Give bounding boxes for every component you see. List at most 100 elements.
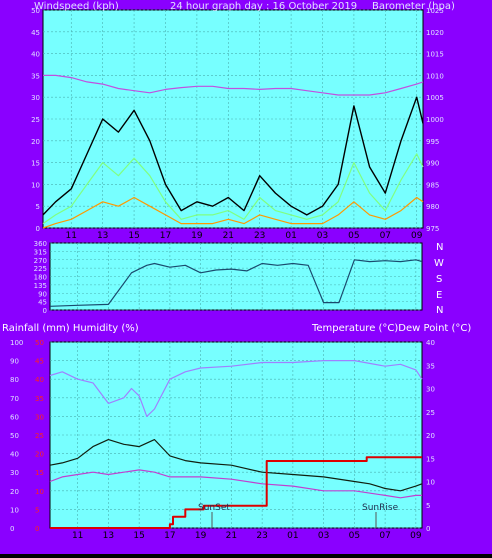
left-tick-0-2: 10 [31, 181, 40, 189]
x-tick-0-6: 23 [254, 231, 265, 241]
rain-tick-7: 35 [35, 395, 44, 403]
left-tick-1-4: 180 [34, 274, 47, 282]
right-tick-2-5: 25 [426, 409, 435, 417]
right-tick-2-0: 0 [426, 525, 430, 533]
compass-w: W [434, 258, 444, 269]
x-tick-2-6: 23 [256, 531, 267, 541]
right-tick-0-10: 1025 [426, 7, 444, 15]
rain-tick-9: 45 [35, 358, 44, 366]
left-tick-1-0: 0 [43, 307, 47, 315]
left-tick-1-6: 270 [34, 257, 47, 265]
right-tick-0-7: 1010 [426, 72, 444, 80]
rain-tick-0: 0 [35, 525, 39, 533]
rain-tick-2: 10 [35, 488, 44, 496]
x-tick-0-5: 21 [223, 231, 234, 241]
rain-line [50, 456, 422, 529]
rain-tick-3: 15 [35, 469, 44, 477]
x-tick-2-4: 19 [195, 531, 207, 541]
compass-n-top: N [436, 242, 443, 253]
wind-title: Windspeed (kph) [34, 1, 119, 12]
rain-tick-4: 20 [35, 451, 44, 459]
left-tick-2-4: 40 [10, 451, 19, 459]
x-tick-0-11: 09 [411, 231, 423, 241]
compass-n-bottom: N [436, 305, 443, 316]
right-tick-2-8: 40 [426, 339, 435, 347]
left-tick-1-2: 90 [38, 290, 47, 298]
x-tick-2-5: 21 [226, 531, 237, 541]
right-tick-2-4: 20 [426, 432, 435, 440]
right-tick-0-5: 1000 [426, 116, 444, 124]
compass-e: E [436, 290, 442, 301]
left-tick-2-1: 10 [10, 506, 19, 514]
left-tick-2-8: 80 [10, 376, 19, 384]
sunrise-label: SunRise [362, 503, 399, 513]
x-tick-0-8: 03 [317, 231, 328, 241]
right-tick-0-9: 1020 [426, 29, 444, 37]
left-tick-0-0: 0 [36, 225, 40, 233]
right-tick-0-0: 975 [426, 225, 439, 233]
left-tick-2-3: 30 [10, 469, 19, 477]
right-tick-2-2: 10 [426, 479, 435, 487]
x-tick-2-0: 11 [72, 531, 83, 541]
rain-tick-5: 25 [35, 432, 44, 440]
rain-tick-6: 30 [35, 413, 44, 421]
temperature-line [49, 439, 423, 492]
left-tick-2-7: 70 [10, 395, 19, 403]
left-tick-0-4: 20 [31, 138, 40, 146]
left-tick-0-10: 50 [31, 7, 40, 15]
barometer-title: Barometer (hpa) [372, 1, 455, 12]
left-tick-2-5: 50 [10, 432, 19, 440]
x-tick-0-7: 01 [285, 231, 296, 241]
data-series [42, 74, 424, 529]
left-tick-0-8: 40 [31, 51, 40, 59]
x-tick-2-3: 17 [164, 531, 175, 541]
x-tick-0-9: 05 [348, 231, 359, 241]
right-tick-2-7: 35 [426, 362, 435, 370]
wind_avg-line [42, 153, 424, 225]
dewpoint-line [49, 469, 422, 499]
right-tick-0-6: 1005 [426, 94, 444, 102]
sunset-label: SunSet [198, 503, 230, 513]
rain-humidity-title: Rainfall (mm) Humidity (%) [2, 323, 139, 334]
wind_gust-line [42, 96, 424, 216]
right-tick-0-2: 985 [426, 181, 439, 189]
left-tick-1-3: 135 [34, 282, 47, 290]
compass-s: S [436, 274, 442, 285]
left-tick-0-7: 35 [31, 72, 40, 80]
x-tick-2-11: 09 [410, 531, 422, 541]
left-tick-0-1: 5 [36, 203, 40, 211]
x-tick-0-1: 13 [97, 231, 108, 241]
tick-labels: 0510152025303540455097598098599099510001… [10, 7, 444, 541]
x-tick-2-10: 07 [379, 531, 390, 541]
x-tick-0-3: 17 [160, 231, 171, 241]
left-tick-2-10: 100 [10, 339, 23, 347]
x-tick-2-8: 03 [318, 531, 329, 541]
x-tick-2-7: 01 [287, 531, 298, 541]
x-tick-2-2: 15 [133, 531, 144, 541]
right-tick-0-8: 1015 [426, 51, 444, 59]
grid-lines [43, 9, 423, 529]
left-tick-1-5: 225 [34, 265, 47, 273]
rain-tick-1: 5 [35, 506, 39, 514]
rain-tick-10: 50 [35, 339, 44, 347]
right-tick-0-4: 995 [426, 138, 439, 146]
right-tick-0-3: 990 [426, 160, 439, 168]
humidity-line [49, 360, 423, 417]
x-tick-0-4: 19 [191, 231, 203, 241]
right-tick-0-1: 980 [426, 203, 439, 211]
x-tick-0-0: 11 [66, 231, 77, 241]
left-tick-1-7: 315 [34, 248, 47, 256]
wind_min-line [42, 196, 424, 229]
right-tick-2-1: 5 [426, 502, 430, 510]
left-tick-1-8: 360 [34, 240, 47, 248]
left-tick-2-0: 0 [10, 525, 14, 533]
x-tick-0-2: 15 [128, 231, 139, 241]
barometer-line [43, 74, 424, 96]
x-tick-2-9: 05 [349, 531, 360, 541]
left-tick-0-3: 15 [31, 160, 40, 168]
left-tick-0-6: 30 [31, 94, 40, 102]
left-tick-0-5: 25 [31, 116, 40, 124]
left-tick-1-1: 45 [38, 299, 47, 307]
left-tick-2-9: 90 [10, 358, 19, 366]
